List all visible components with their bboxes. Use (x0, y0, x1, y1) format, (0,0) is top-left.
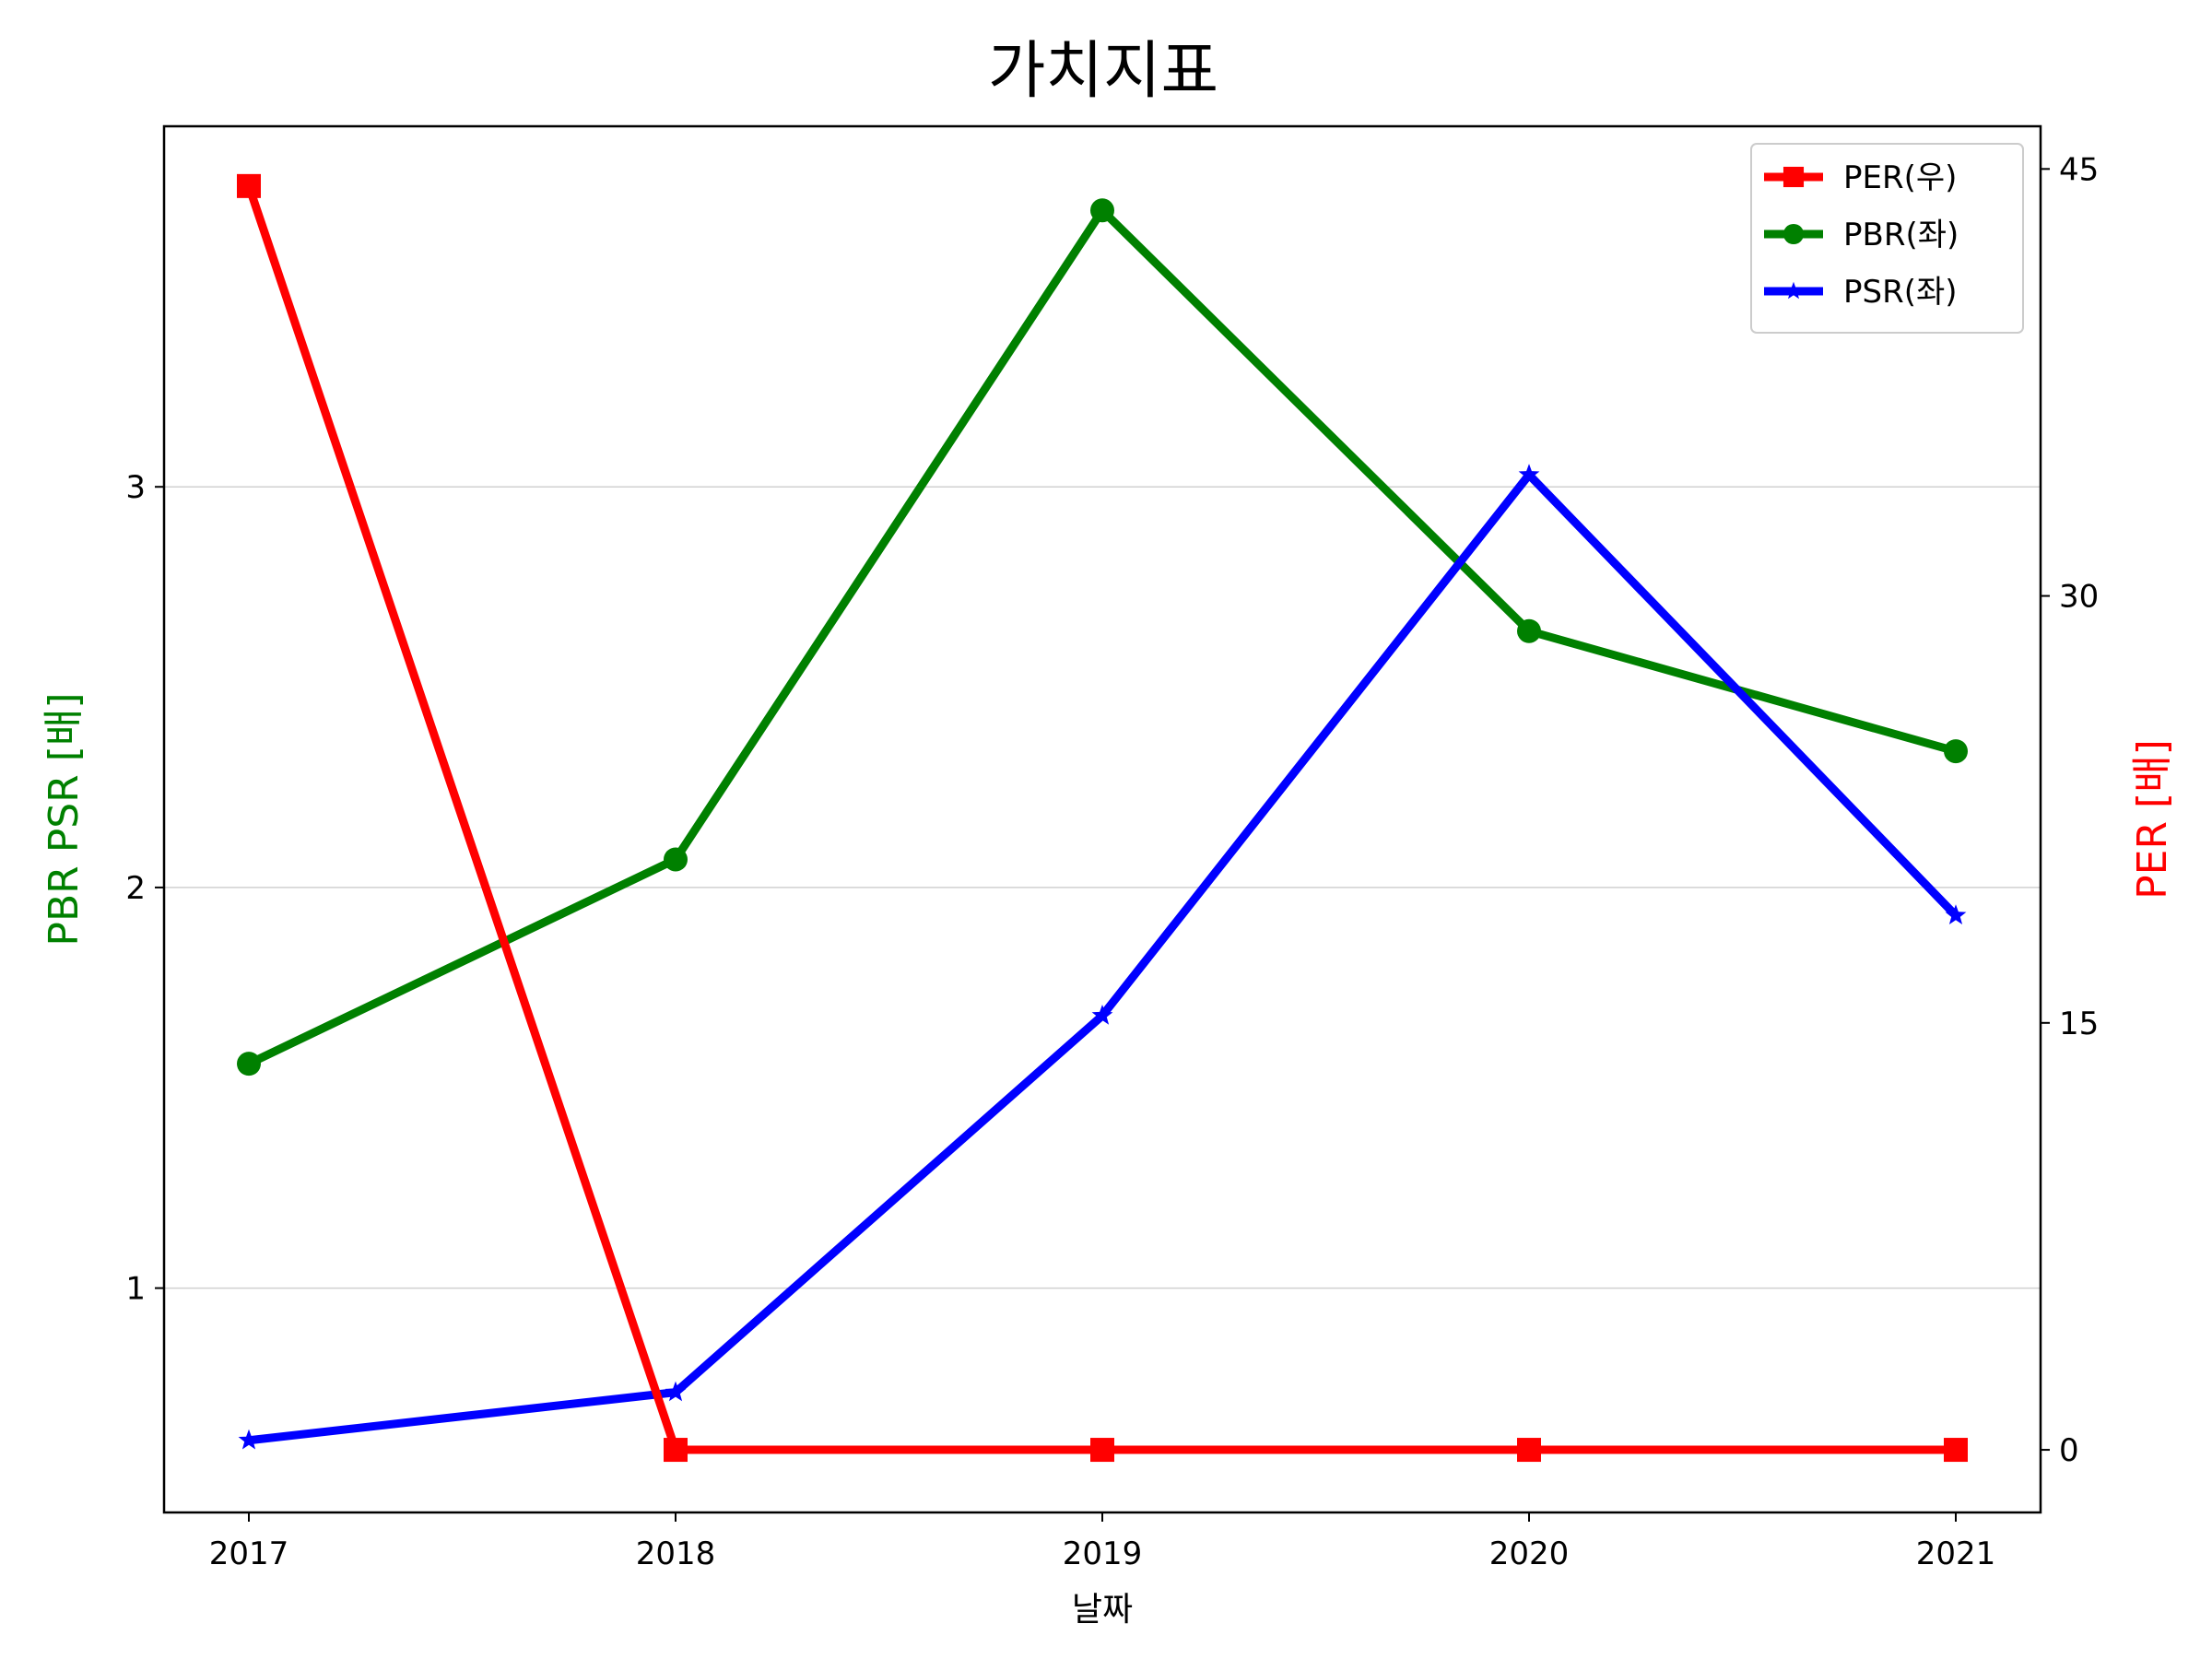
chart-title: 가치지표 (988, 35, 1218, 108)
legend-marker (1783, 166, 1805, 188)
right-y-tick-label: 45 (2059, 151, 2099, 188)
legend-marker (1784, 281, 1803, 300)
legend-box (1750, 143, 2024, 334)
x-axis: 2017 2018 2019 2020 2021 (209, 1512, 1996, 1572)
right-y-axis-label: PER [배] (2129, 739, 2176, 900)
data-point (664, 1438, 688, 1463)
legend-item: PER(우) (1764, 159, 1957, 196)
legend-item: PSR(좌) (1764, 274, 1958, 311)
x-axis-label: 날짜 (1072, 1591, 1133, 1629)
x-tick-label: 2018 (636, 1535, 716, 1572)
data-point (1945, 904, 1967, 924)
data-point (238, 1429, 260, 1450)
data-point (1944, 739, 1968, 764)
gridlines (164, 486, 2041, 1289)
legend-item: PBR(좌) (1764, 217, 1959, 253)
data-point (237, 173, 261, 198)
data-point (1091, 1005, 1113, 1025)
legend-marker (1783, 223, 1805, 245)
data-point (1517, 1438, 1541, 1463)
legend-label: PER(우) (1843, 159, 1957, 196)
right-y-tick-label: 0 (2059, 1432, 2079, 1469)
series-PER(우) (237, 173, 1968, 1463)
data-point (1090, 198, 1114, 223)
data-point (1944, 1438, 1968, 1463)
data-point (1090, 1438, 1114, 1463)
plot-frame (162, 124, 2042, 1514)
x-tick-label: 2017 (209, 1535, 289, 1572)
data-point (664, 847, 688, 872)
legend-label: PSR(좌) (1843, 274, 1958, 311)
data-point (1518, 464, 1540, 484)
legend-label: PBR(좌) (1843, 217, 1959, 253)
data-point (665, 1381, 687, 1402)
series-PSR(좌) (238, 464, 1967, 1450)
left-y-tick-label: 1 (125, 1271, 146, 1308)
left-y-axis-label: PBR PSR [배] (41, 692, 88, 946)
x-tick-label: 2021 (1916, 1535, 1996, 1572)
series-line (248, 470, 1959, 1445)
x-tick-label: 2020 (1489, 1535, 1570, 1572)
legend: PER(우) PBR(좌) PSR(좌) (1750, 143, 2024, 334)
right-y-axis: 0 15 30 45 (2041, 151, 2099, 1469)
right-y-tick-label: 15 (2059, 1006, 2099, 1042)
right-y-tick-label: 30 (2059, 579, 2099, 616)
left-y-axis: 1 2 3 (125, 469, 164, 1308)
data-point (1517, 618, 1541, 643)
series-PBR(좌) (237, 198, 1968, 1077)
series-line (244, 184, 1956, 1454)
data-point (237, 1052, 261, 1077)
left-y-tick-label: 2 (125, 870, 146, 907)
x-tick-label: 2019 (1063, 1535, 1143, 1572)
series-layer (237, 173, 1968, 1463)
left-y-tick-label: 3 (125, 469, 146, 506)
